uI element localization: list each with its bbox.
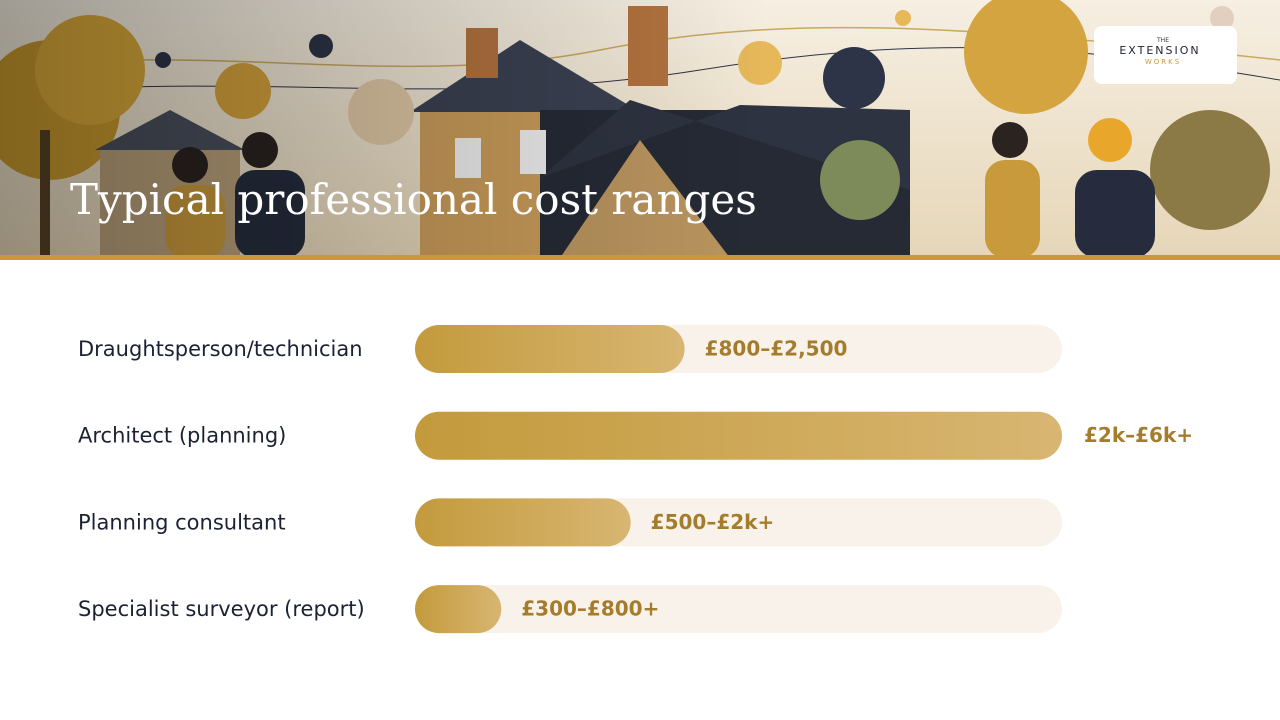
value-label: £2k–£6k+ [1084,423,1193,447]
logo-small: THE [1156,37,1169,44]
category-label: Specialist surveyor (report) [78,597,365,621]
logo-name: EXTENSION [1119,44,1200,57]
bar [415,325,685,373]
category-label: Draughtsperson/technician [78,337,363,361]
bar [415,585,502,634]
value-label: £800–£2,500 [705,337,848,361]
category-label: Architect (planning) [78,424,286,448]
bar [415,498,631,547]
logo-sub: WORKS [1145,58,1181,66]
value-label: £500–£2k+ [651,510,775,534]
logo: THE EXTENSION WORKS [1094,26,1237,84]
category-label: Planning consultant [78,510,286,534]
bar [415,411,1062,460]
chart-title: Typical professional cost ranges [70,175,757,224]
header-illustration [0,0,1280,260]
bar-track [415,585,1062,634]
value-label: £300–£800+ [521,597,659,621]
